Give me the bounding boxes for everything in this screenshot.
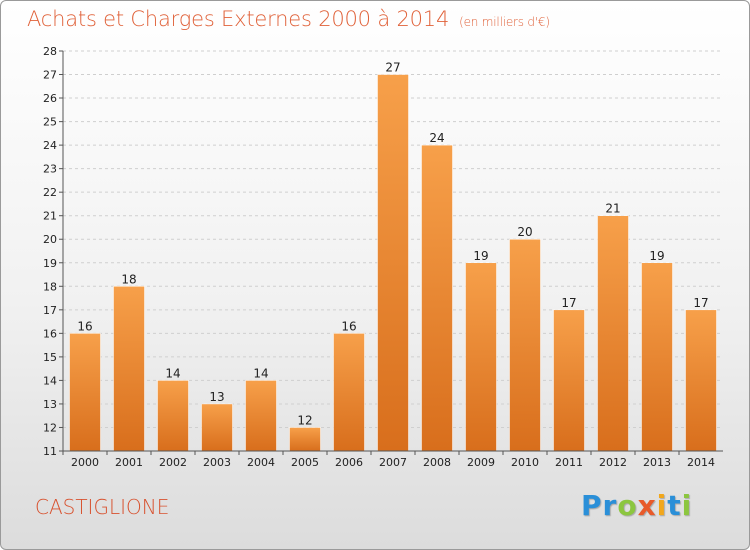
x-tick-label: 2001	[115, 456, 143, 469]
logo-letter: i	[656, 489, 668, 522]
data-label: 24	[429, 131, 444, 145]
bar	[685, 309, 717, 452]
data-label: 16	[77, 319, 92, 333]
logo-letter: x	[637, 489, 657, 522]
y-tick-label: 22	[43, 186, 57, 199]
y-tick-label: 24	[43, 139, 57, 152]
logo-letter: o	[617, 489, 638, 522]
y-tick-label: 20	[43, 233, 57, 246]
data-label: 19	[473, 249, 488, 263]
y-tick-label: 27	[43, 69, 57, 82]
bar	[201, 403, 233, 452]
data-label: 27	[385, 61, 400, 75]
bar	[641, 262, 673, 452]
logo-letter: i	[681, 489, 693, 522]
proxiti-logo[interactable]: Proxiti	[581, 489, 692, 522]
chart-subtitle: (en milliers d'€)	[459, 15, 550, 29]
x-tick-label: 2008	[423, 456, 451, 469]
bar	[333, 333, 365, 452]
y-tick-label: 17	[43, 304, 57, 317]
bar	[289, 427, 321, 452]
y-tick-label: 25	[43, 116, 57, 129]
bar	[377, 74, 409, 452]
logo-letter: t	[667, 489, 682, 522]
bar	[509, 238, 541, 452]
x-tick-label: 2002	[159, 456, 187, 469]
x-tick-label: 2014	[687, 456, 715, 469]
commune-name: CASTIGLIONE	[35, 495, 170, 519]
data-label: 20	[517, 225, 532, 239]
x-tick-label: 2005	[291, 456, 319, 469]
chart-title: Achats et Charges Externes 2000 à 2014	[27, 7, 450, 31]
y-tick-label: 14	[43, 374, 57, 387]
y-tick-label: 28	[43, 45, 57, 58]
bar	[245, 380, 277, 452]
data-label: 21	[605, 202, 620, 216]
y-tick-label: 23	[43, 163, 57, 176]
chart-title-block: Achats et Charges Externes 2000 à 2014 (e…	[27, 7, 550, 31]
data-label: 13	[209, 390, 224, 404]
x-tick-label: 2006	[335, 456, 363, 469]
bar	[69, 333, 101, 452]
y-tick-label: 11	[43, 445, 57, 458]
y-tick-label: 19	[43, 257, 57, 270]
bar	[421, 144, 453, 452]
y-tick-label: 26	[43, 92, 57, 105]
bar	[113, 286, 145, 452]
bar	[553, 309, 585, 452]
y-axis: 11 12 13 14 15 16 17 18 19 20 21 22 23 24 25 26 27 28	[43, 45, 64, 458]
y-tick-label: 18	[43, 280, 57, 293]
x-tick-label: 2011	[555, 456, 583, 469]
x-tick-label: 2003	[203, 456, 231, 469]
x-tick-label: 2012	[599, 456, 627, 469]
y-tick-label: 15	[43, 351, 57, 364]
data-label: 19	[649, 249, 664, 263]
x-tick-label: 2000	[71, 456, 99, 469]
data-label: 18	[121, 272, 136, 286]
y-tick-label: 21	[43, 210, 57, 223]
y-tick-label: 13	[43, 398, 57, 411]
x-axis: 2000 2001 2002 2003 2004 2005 2006 2007 2008 2009…	[62, 450, 723, 469]
x-tick-label: 2004	[247, 456, 275, 469]
bars: 16 18 14 13 14 12 16 27 24 19 20 17 21 19 17	[69, 61, 717, 452]
x-tick-label: 2007	[379, 456, 407, 469]
y-tick-label: 12	[43, 421, 57, 434]
logo-letter: P	[581, 489, 603, 522]
data-label: 17	[561, 296, 576, 310]
x-tick-label: 2013	[643, 456, 671, 469]
x-tick-label: 2010	[511, 456, 539, 469]
logo-letter: r	[602, 489, 618, 522]
bar	[157, 380, 189, 452]
y-tick-label: 16	[43, 327, 57, 340]
data-label: 14	[253, 366, 268, 380]
x-tick-label: 2009	[467, 456, 495, 469]
data-label: 14	[165, 366, 180, 380]
bar	[597, 215, 629, 452]
data-label: 12	[297, 413, 312, 427]
data-label: 17	[693, 296, 708, 310]
bar	[465, 262, 497, 452]
data-label: 16	[341, 319, 356, 333]
